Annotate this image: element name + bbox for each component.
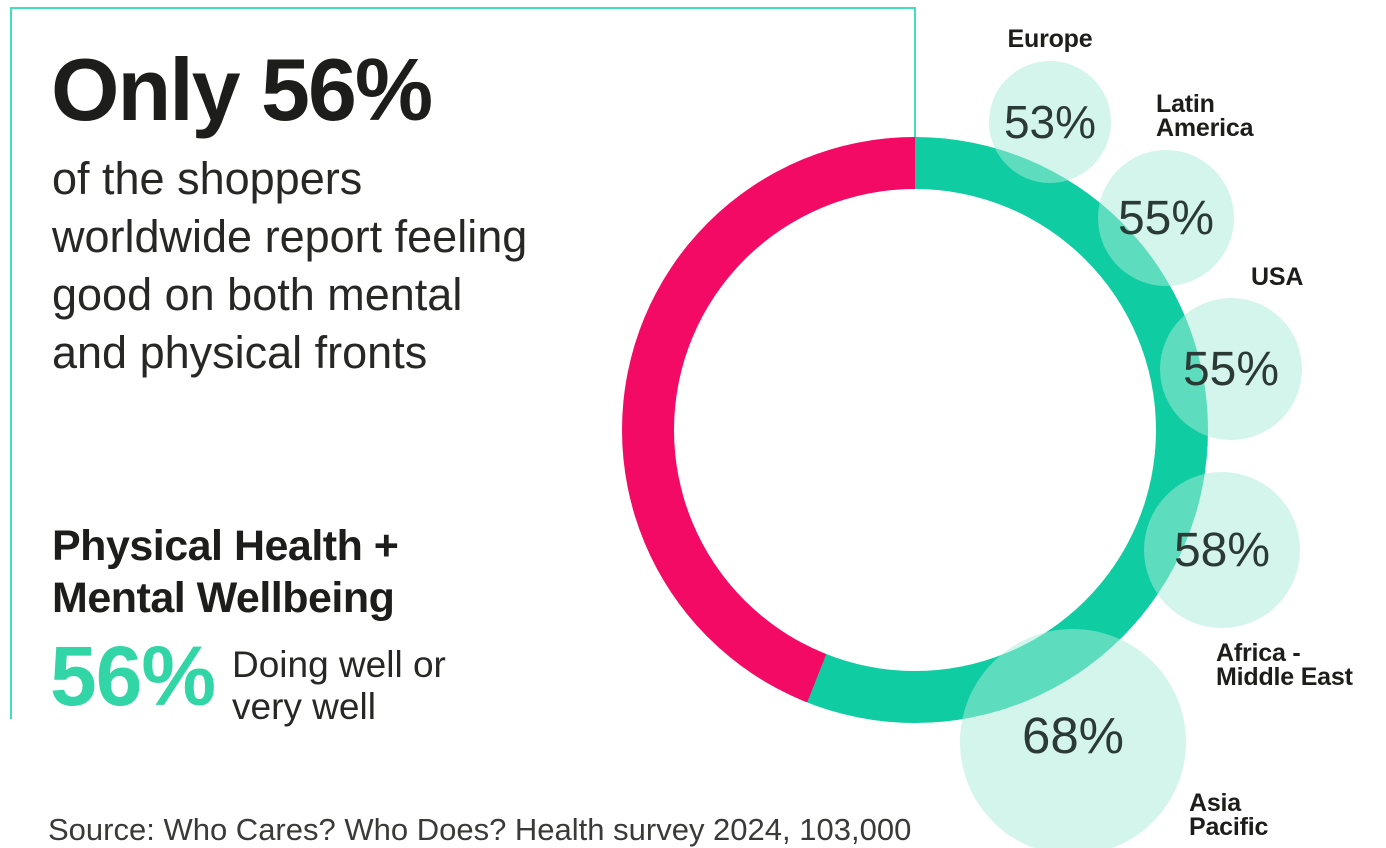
region-bubble-latin-america: 55% (1098, 150, 1234, 286)
region-label-line: USA (1251, 263, 1304, 291)
description-line: good on both mental (52, 269, 463, 320)
description-line: worldwide report feeling (52, 211, 528, 262)
source-text: Source: Who Cares? Who Does? Health surv… (48, 812, 912, 847)
region-label-line: Pacific (1189, 813, 1269, 841)
region-label-asia-pacific: Asia Pacific (1189, 789, 1269, 841)
region-bubble-africa-middle-east: 58% (1144, 472, 1300, 628)
region-value-usa: 55% (1182, 342, 1280, 396)
description-line: of the shoppers (52, 153, 363, 204)
frame-connector-line (914, 7, 916, 138)
metric-caption-line: Doing well or (232, 644, 446, 685)
description-line: and physical fronts (52, 327, 428, 378)
region-value-africa-middle-east: 58% (1173, 523, 1271, 577)
metric-title-line: Physical Health + (52, 522, 399, 570)
region-value-europe: 53% (1003, 96, 1097, 148)
region-label-europe: Europe (989, 25, 1111, 53)
region-value-asia-pacific: 68% (1021, 706, 1125, 764)
region-label-usa: USA (1251, 263, 1304, 291)
metric-value: 56% (50, 629, 216, 723)
metric-caption-line: very well (232, 686, 376, 727)
region-bubble-usa: 55% (1160, 298, 1302, 440)
region-label-line: Europe (1007, 25, 1093, 53)
region-label-line: Latin (1156, 90, 1215, 118)
region-label-line: Africa - (1216, 639, 1301, 667)
region-label-line: America (1156, 114, 1254, 142)
region-label-line: Asia (1189, 789, 1242, 817)
metric-caption: Doing well or very well (232, 644, 446, 728)
region-label-latin-america: Latin America (1156, 90, 1254, 142)
region-bubble-europe: 53% (989, 61, 1111, 183)
headline-text: Only 56% (51, 40, 433, 139)
region-bubble-asia-pacific: 68% (960, 629, 1186, 848)
region-label-africa-middle-east: Africa - Middle East (1216, 639, 1353, 691)
description-text: of the shoppers worldwide report feeling… (52, 150, 527, 382)
metric-title: Physical Health + Mental Wellbeing (52, 520, 399, 624)
donut-hole (674, 189, 1156, 671)
region-value-latin-america: 55% (1117, 191, 1215, 245)
frame-border-top (10, 7, 916, 9)
metric-title-line: Mental Wellbeing (52, 574, 395, 622)
region-label-line: Middle East (1216, 663, 1353, 691)
frame-border-left (10, 7, 12, 719)
